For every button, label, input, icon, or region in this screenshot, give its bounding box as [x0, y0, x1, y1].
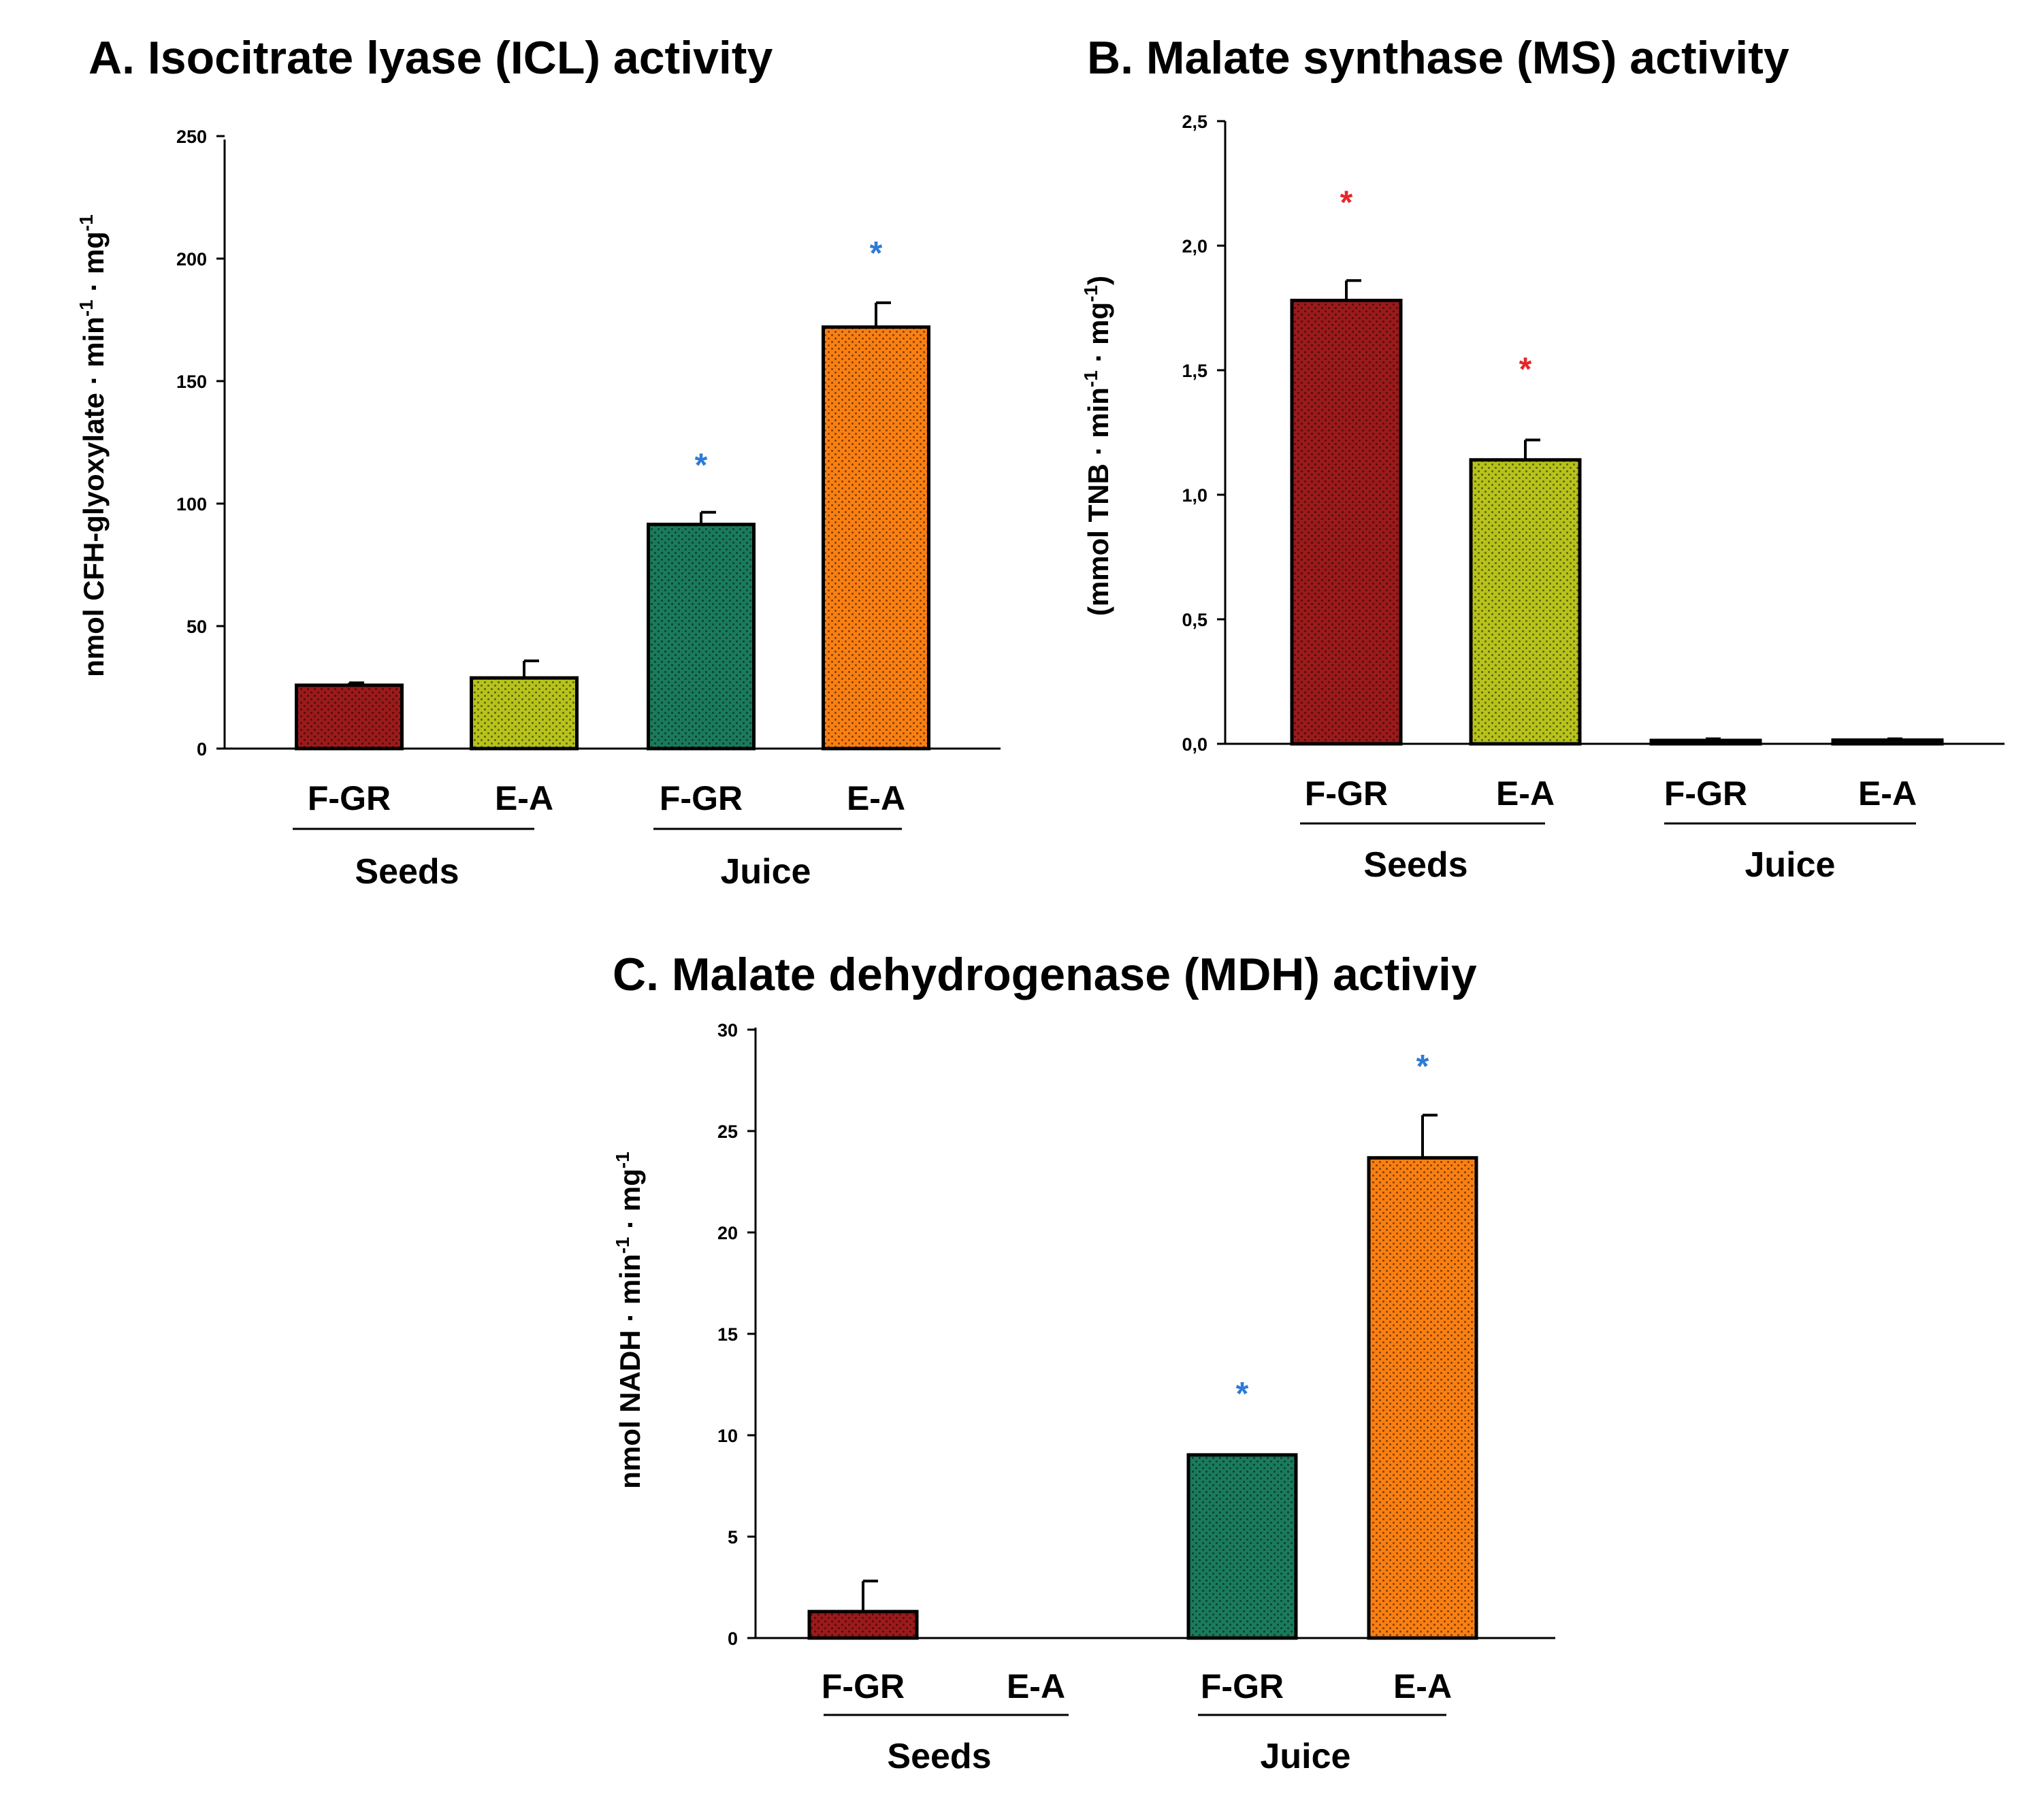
panel-a-category-label-3: F-GR — [660, 779, 743, 817]
panel-a-bar-3-stipple — [648, 524, 754, 749]
panel-b-bar-3-stipple — [1651, 740, 1760, 744]
panel-a-y-tick-label: 250 — [176, 127, 207, 147]
panel-c-y-axis-label: nmol NADH · min-1 · mg-1 — [612, 1151, 646, 1488]
panel-b-group-label-juice: Juice — [1745, 845, 1836, 885]
panel-b-category-label-4: E-A — [1858, 774, 1917, 813]
panel-c-category-label-3: F-GR — [1201, 1667, 1284, 1705]
panel-a-category-label-4: E-A — [847, 779, 905, 817]
panel-a-category-label-1: F-GR — [308, 779, 391, 817]
panel-b-y-tick-label: 2,5 — [1182, 112, 1207, 132]
panel-b-category-label-3: F-GR — [1664, 774, 1747, 813]
panel-c-y-tick-label: 0 — [728, 1629, 738, 1649]
panel-c-category-label-1: F-GR — [822, 1667, 905, 1705]
panel-b-category-label-1: F-GR — [1305, 774, 1388, 813]
panel-c-y-tick-label: 5 — [728, 1527, 738, 1548]
panel-c-bar-1-stipple — [809, 1611, 917, 1638]
panel-c-bar-3-stipple — [1188, 1454, 1296, 1638]
panel-c-y-tick-label: 30 — [717, 1020, 738, 1041]
panel-b-bar-1-stipple — [1292, 300, 1401, 744]
panel-a-y-tick-label: 150 — [176, 372, 207, 392]
panel-c-group-label-juice: Juice — [1261, 1737, 1351, 1776]
panel-a-significance-star: * — [870, 235, 883, 272]
panel-b-bar-4-stipple — [1833, 740, 1942, 744]
panel-b-title: B. Malate synthase (MS) activity — [1087, 32, 1789, 84]
panel-b-ms-chart: B. Malate synthase (MS) activity (mmol T… — [1080, 32, 2005, 885]
panel-c-significance-star: * — [1416, 1049, 1429, 1085]
panel-c-y-tick-label: 25 — [717, 1122, 738, 1142]
panel-c-y-tick-label: 15 — [717, 1324, 738, 1345]
panel-a-y-tick-label: 200 — [176, 249, 207, 269]
panel-b-y-tick-label: 1,0 — [1182, 485, 1207, 506]
panel-a-group-label-juice: Juice — [721, 852, 811, 891]
panel-a-group-label-seeds: Seeds — [355, 852, 459, 891]
panel-a-bar-4-stipple — [823, 327, 929, 749]
panel-a-bar-1-stipple — [296, 685, 402, 749]
panel-b-y-tick-label: 1,5 — [1182, 361, 1207, 381]
panel-c-group-label-seeds: Seeds — [887, 1737, 991, 1776]
panel-c-category-label-2: E-A — [1007, 1667, 1065, 1705]
panel-c-mdh-chart: C. Malate dehydrogenase (MDH) activiy nm… — [612, 949, 1555, 1776]
panel-b-category-label-2: E-A — [1496, 774, 1555, 813]
panel-a-y-axis-label: nmol CFH-glyoxylate · min-1 · mg-1 — [76, 214, 110, 677]
panel-c-bar-4-stipple — [1369, 1158, 1476, 1638]
panel-b-group-label-seeds: Seeds — [1363, 845, 1467, 885]
panel-a-y-tick-label: 0 — [197, 739, 207, 759]
panel-b-significance-star: * — [1340, 184, 1353, 220]
panel-a-significance-star: * — [695, 448, 708, 484]
panel-c-category-label-4: E-A — [1393, 1667, 1452, 1705]
panel-b-significance-star: * — [1519, 352, 1532, 388]
panel-a-category-label-2: E-A — [495, 779, 553, 817]
panel-a-icl-chart: A. Isocitrate lyase (ICL) activity nmol … — [76, 32, 1001, 891]
panel-c-y-tick-label: 20 — [717, 1223, 738, 1243]
panel-a-y-tick-label: 50 — [186, 617, 207, 637]
panel-b-y-axis-label: (mmol TNB · min-1 · mg-1) — [1080, 276, 1114, 616]
panel-b-bar-2-stipple — [1471, 459, 1580, 744]
panel-b-y-tick-label: 0,5 — [1182, 610, 1207, 630]
panel-a-title: A. Isocitrate lyase (ICL) activity — [88, 32, 773, 84]
panel-c-y-tick-label: 10 — [717, 1426, 738, 1446]
panel-b-y-tick-label: 2,0 — [1182, 236, 1207, 257]
panel-c-title: C. Malate dehydrogenase (MDH) activiy — [613, 949, 1477, 1000]
panel-a-y-tick-label: 100 — [176, 494, 207, 514]
panel-b-y-tick-label: 0,0 — [1182, 734, 1207, 755]
panel-a-bar-2-stipple — [471, 678, 577, 749]
panel-c-significance-star: * — [1236, 1376, 1249, 1412]
